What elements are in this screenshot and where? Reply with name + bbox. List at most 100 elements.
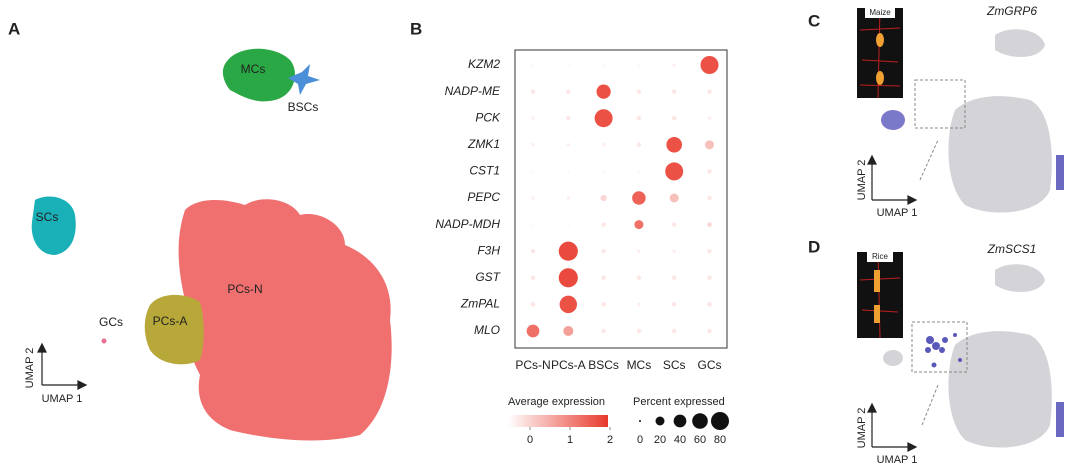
legend-dot: [639, 420, 641, 422]
dot: [566, 196, 571, 200]
dot: [531, 196, 535, 200]
dot: [566, 223, 570, 227]
dot: [705, 140, 714, 150]
x-tick-label: GCs: [698, 358, 722, 372]
inset-label: Maize: [869, 8, 891, 17]
dot: [672, 63, 676, 67]
legend-tick-label: 40: [674, 434, 686, 446]
legend-dot: [655, 416, 665, 426]
dot: [707, 248, 712, 254]
panel-label: C: [808, 11, 820, 30]
umap-axes: [37, 342, 88, 390]
dot: [601, 275, 606, 281]
dot: [637, 63, 641, 67]
legend-tick-label: 0: [527, 434, 533, 446]
cluster-label: PCs-N: [227, 282, 262, 296]
dot: [707, 89, 712, 94]
dot: [601, 302, 606, 307]
color-bar: [508, 415, 608, 427]
plot-frame: [514, 49, 728, 349]
dot: [707, 302, 712, 307]
dot: [632, 191, 646, 205]
dot: [672, 249, 676, 253]
dot: [671, 275, 677, 281]
legend-dot: [673, 414, 687, 428]
y-tick-label: ZmPAL: [460, 297, 500, 311]
cluster-label: GCs: [99, 315, 123, 329]
dot: [559, 295, 578, 314]
legend-dot: [692, 413, 708, 429]
legend-tick-label: 1: [567, 434, 573, 446]
cluster-scs: [31, 196, 76, 255]
umap-d: [883, 264, 1052, 448]
dot: [530, 275, 536, 281]
dot: [671, 89, 677, 94]
y-tick-label: NADP-MDH: [435, 217, 500, 231]
dot: [707, 116, 712, 120]
dot: [558, 241, 578, 261]
dot: [671, 328, 677, 334]
y-tick-label: ZMK1: [467, 137, 500, 151]
zoom-box: [911, 321, 968, 373]
legend-title: Average expression: [508, 396, 605, 408]
axis-label: UMAP 2: [856, 408, 868, 449]
dot: [601, 248, 606, 254]
dot: [671, 302, 677, 307]
legend-tick-label: 20: [654, 434, 666, 446]
umap-axes: [867, 154, 918, 205]
gene-name: ZmSCS1: [987, 242, 1037, 256]
zoom-arrow: [919, 139, 939, 181]
legend-tick-label: 2: [607, 434, 613, 446]
cluster-label: SCs: [36, 210, 59, 224]
dot: [558, 268, 578, 288]
cluster-label: MCs: [241, 62, 266, 76]
expression-points: [925, 333, 962, 368]
dot: [601, 328, 606, 334]
dot: [601, 143, 606, 147]
dot: [602, 63, 606, 67]
dot: [566, 63, 570, 67]
axis-label: UMAP 2: [856, 160, 868, 201]
y-tick-label: PEPC: [467, 190, 500, 204]
dot: [707, 169, 712, 174]
axis-label: UMAP 1: [877, 207, 918, 219]
legend-dot: [711, 412, 729, 430]
dot: [637, 249, 641, 253]
dot: [531, 223, 535, 227]
gene-name: ZmGRP6: [986, 4, 1037, 18]
umap-a: [31, 48, 392, 441]
inset-label: Rice: [872, 252, 889, 261]
dot: [707, 222, 712, 227]
x-tick-label: BSCs: [588, 358, 619, 372]
legend-tick-label: 80: [714, 434, 726, 446]
dot: [634, 220, 644, 230]
axis-label: UMAP 1: [42, 393, 83, 405]
dot: [636, 275, 642, 281]
panel-label: B: [410, 19, 422, 38]
cluster-label: PCs-A: [153, 314, 188, 328]
dot-plot: [526, 56, 719, 338]
dot: [666, 137, 682, 153]
panel-label: A: [8, 19, 20, 38]
zoom-arrow: [921, 384, 939, 426]
dot: [531, 116, 535, 120]
axis-label: UMAP 1: [877, 454, 918, 466]
dot: [636, 328, 642, 334]
dot: [602, 169, 606, 173]
dot: [671, 222, 677, 227]
y-tick-label: PCK: [475, 110, 501, 124]
expression-cluster: [881, 110, 905, 130]
legend-title: Percent expressed: [633, 396, 725, 408]
x-tick-label: PCs-A: [551, 358, 586, 372]
dot: [637, 302, 641, 307]
cluster-pcs-n: [178, 199, 392, 441]
y-tick-label: CST1: [469, 164, 500, 178]
inset-image: [857, 251, 903, 339]
dot: [669, 193, 679, 203]
legend-tick-label: 0: [637, 434, 643, 446]
y-tick-label: F3H: [477, 243, 500, 257]
dot: [700, 56, 719, 74]
dot: [636, 142, 642, 148]
x-tick-label: SCs: [663, 358, 686, 372]
